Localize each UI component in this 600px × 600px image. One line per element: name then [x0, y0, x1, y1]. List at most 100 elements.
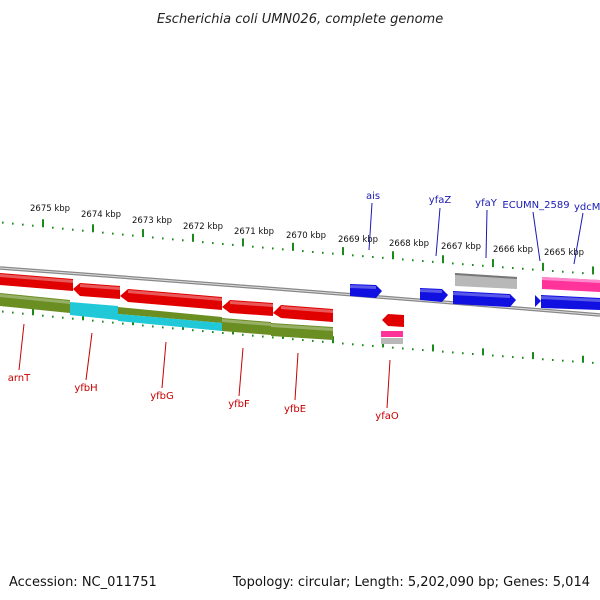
- minor-tick: [372, 344, 374, 347]
- major-tick: [142, 229, 144, 238]
- minor-tick: [512, 356, 514, 359]
- minor-tick: [532, 268, 534, 271]
- minor-tick: [592, 361, 594, 364]
- minor-tick: [422, 260, 424, 263]
- bottom-label-leaders: [18, 323, 391, 409]
- minor-tick: [452, 351, 454, 354]
- minor-tick: [152, 325, 154, 328]
- inner-tick-marks: [2, 308, 594, 364]
- gene-arrow-yfbG: [120, 289, 222, 310]
- minor-tick: [12, 222, 14, 225]
- minor-tick: [302, 339, 304, 342]
- scale-label-2672: 2672 kbp: [183, 222, 223, 232]
- minor-tick: [172, 238, 174, 241]
- minor-tick: [312, 250, 314, 253]
- gene-label-ydcM: ydcM: [574, 202, 600, 213]
- gene-label-arnT: arnT: [8, 373, 31, 384]
- minor-tick: [112, 232, 114, 235]
- gene-arrow-yfbF: [222, 300, 273, 316]
- minor-tick: [562, 270, 564, 273]
- minor-tick: [202, 241, 204, 244]
- minor-tick: [572, 360, 574, 363]
- minor-tick: [332, 252, 334, 255]
- map-title: Escherichia coli UMN026, complete genome: [157, 12, 443, 27]
- minor-tick: [412, 348, 414, 351]
- minor-tick: [22, 312, 24, 315]
- minor-tick: [582, 272, 584, 275]
- minor-tick: [302, 250, 304, 253]
- minor-tick: [462, 352, 464, 355]
- minor-tick: [312, 339, 314, 342]
- minor-tick: [162, 237, 164, 240]
- minor-tick: [322, 251, 324, 254]
- top-gene-labels: ais yfaZ yfaY ECUMN_2589 ydcM: [366, 191, 600, 213]
- minor-tick: [92, 319, 94, 322]
- minor-tick: [542, 358, 544, 361]
- gene-arrow-ECUMN_2589: [535, 295, 541, 307]
- scale-label-2675: 2675 kbp: [30, 204, 70, 214]
- cog-yfbG-a: [118, 307, 222, 323]
- cog-band-highlights: [0, 294, 333, 331]
- gene-label-yfbE: yfbE: [284, 404, 306, 415]
- major-tick: [582, 355, 584, 363]
- minor-tick: [12, 311, 14, 314]
- cog-yfbF: [222, 318, 271, 335]
- major-tick: [242, 238, 244, 247]
- minor-tick: [342, 342, 344, 345]
- minor-tick: [472, 263, 474, 266]
- minor-tick: [352, 254, 354, 257]
- minor-tick: [472, 352, 474, 355]
- minor-tick: [52, 315, 54, 318]
- minor-tick: [512, 267, 514, 270]
- minor-tick: [212, 242, 214, 245]
- minor-tick: [392, 346, 394, 349]
- minor-tick: [562, 359, 564, 362]
- major-tick: [442, 255, 444, 264]
- gene-label-yfbF: yfbF: [228, 399, 250, 410]
- major-tick: [532, 352, 534, 360]
- minor-tick: [272, 336, 274, 339]
- gene-arrow-ydcM: [541, 295, 600, 310]
- minor-tick: [252, 245, 254, 248]
- forward-highlights: [350, 285, 600, 302]
- scale-label-2674: 2674 kbp: [81, 210, 121, 220]
- gene-label-yfaY: yfaY: [475, 198, 498, 209]
- gene-label-ais: ais: [366, 191, 380, 202]
- major-tick: [392, 251, 394, 260]
- gene-label-yfaZ: yfaZ: [429, 195, 452, 206]
- bottom-gene-labels: arnT yfbH yfbG yfbF yfbE yfaO: [8, 373, 399, 422]
- scale-label-2673: 2673 kbp: [132, 216, 172, 226]
- scale-label-2669: 2669 kbp: [338, 235, 378, 245]
- scale-labels: 2675 kbp 2674 kbp 2673 kbp 2672 kbp 2671…: [30, 204, 584, 258]
- minor-tick: [522, 356, 524, 359]
- scale-label-2668: 2668 kbp: [389, 239, 429, 249]
- cog-band: [0, 293, 333, 340]
- cog-arnT: [0, 293, 70, 313]
- feature-grey-yfaO: [381, 338, 403, 344]
- cog-yfbH: [70, 302, 118, 320]
- gene-arrow-arnT: [0, 273, 73, 291]
- minor-tick: [252, 334, 254, 337]
- minor-tick: [222, 331, 224, 334]
- reverse-strand-genes: [0, 273, 404, 327]
- minor-tick: [262, 335, 264, 338]
- minor-tick: [292, 338, 294, 341]
- minor-tick: [162, 326, 164, 329]
- genome-summary-text: Topology: circular; Length: 5,202,090 bp…: [232, 575, 590, 590]
- scale-label-2671: 2671 kbp: [234, 227, 274, 237]
- gene-label-yfaO: yfaO: [375, 411, 399, 422]
- cog-yfbE: [271, 323, 333, 340]
- minor-tick: [432, 260, 434, 263]
- gene-arrow-yfbE: [273, 305, 333, 322]
- minor-tick: [572, 271, 574, 274]
- minor-tick: [502, 355, 504, 358]
- major-tick: [432, 344, 434, 352]
- top-label-leaders: [368, 202, 584, 265]
- gene-arrow-yfaZ: [420, 288, 448, 302]
- minor-tick: [502, 266, 504, 269]
- minor-tick: [22, 223, 24, 226]
- minor-tick: [422, 349, 424, 352]
- feature-pink-yfaO: [381, 331, 403, 337]
- minor-tick: [122, 322, 124, 325]
